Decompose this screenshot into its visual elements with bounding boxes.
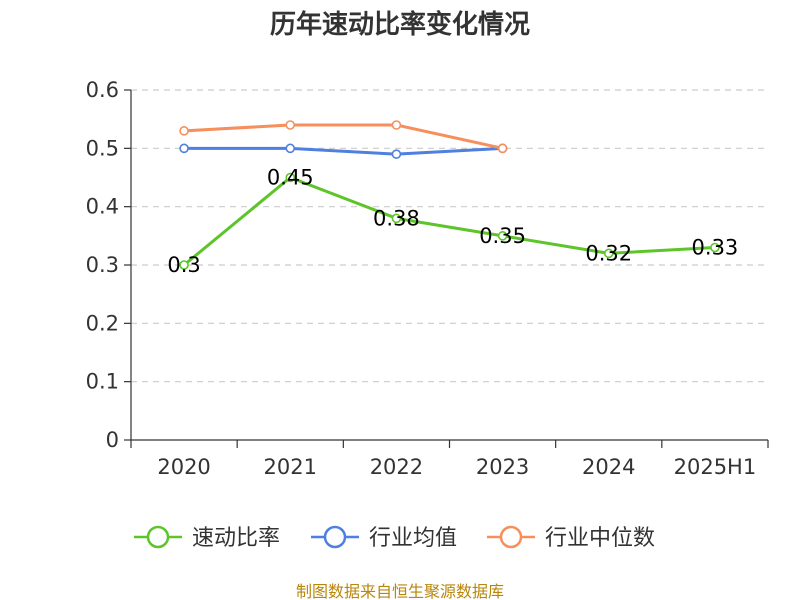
- y-tick-label: 0.6: [86, 78, 119, 102]
- data-label: 0.32: [585, 241, 632, 265]
- y-tick-label: 0.1: [86, 370, 119, 394]
- data-point: [285, 143, 296, 154]
- legend-label: 行业均值: [369, 526, 457, 551]
- data-point: [179, 126, 189, 136]
- data-point: [179, 260, 189, 270]
- x-tick-label: 2023: [476, 455, 529, 479]
- series-line: [184, 123, 503, 150]
- series-line: [184, 146, 503, 156]
- x-tick-label: 2021: [264, 455, 317, 479]
- series-layer: [179, 120, 720, 270]
- grid: [131, 89, 768, 383]
- y-tick-label: 0.2: [86, 311, 119, 335]
- data-point: [179, 143, 189, 154]
- y-tick-label: 0: [106, 428, 119, 452]
- data-point: [391, 149, 402, 159]
- legend: 速动比率 行业均值 行业中位数: [134, 525, 655, 551]
- data-point: [285, 120, 296, 130]
- series-line: [183, 176, 715, 267]
- axes: 0 0.1 0.2 0.3 0.4 0.5 0.6 2020 2021 2022 2023 2024 2…: [86, 78, 769, 479]
- data-point: [603, 248, 614, 259]
- x-tick-label: 2024: [582, 455, 635, 479]
- x-tick-label: 2025H1: [674, 455, 757, 479]
- y-tick-label: 0.3: [86, 253, 119, 277]
- data-label: 0.38: [373, 206, 420, 230]
- source-note: 制图数据来自恒生聚源数据库: [296, 582, 504, 600]
- data-label: 0.35: [479, 224, 526, 248]
- legend-label: 行业中位数: [545, 526, 655, 551]
- legend-marker: [146, 525, 170, 549]
- y-tick-label: 0.5: [86, 136, 119, 160]
- data-label: 0.45: [267, 166, 314, 190]
- data-label: 0.3: [167, 253, 200, 277]
- legend-label: 速动比率: [192, 526, 280, 551]
- data-label: 0.33: [692, 236, 739, 260]
- data-point: [497, 143, 508, 154]
- data-point: [497, 231, 508, 241]
- chart-title: 历年速动比率变化情况: [270, 9, 530, 40]
- data-point: [285, 172, 296, 183]
- x-tick-label: 2022: [370, 455, 423, 479]
- data-labels: 0.3 0.45 0.38 0.35 0.32 0.33: [167, 166, 738, 278]
- data-point: [710, 242, 720, 253]
- data-point: [391, 120, 402, 130]
- data-point: [391, 213, 402, 224]
- y-tick-label: 0.4: [86, 195, 119, 219]
- x-tick-label: 2020: [157, 455, 210, 479]
- legend-marker: [323, 525, 347, 549]
- legend-marker: [499, 525, 523, 549]
